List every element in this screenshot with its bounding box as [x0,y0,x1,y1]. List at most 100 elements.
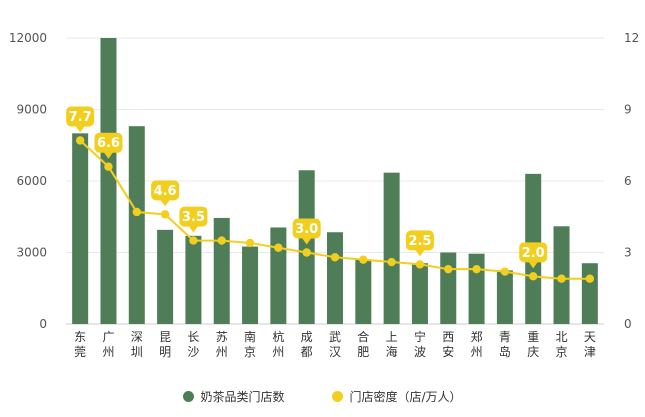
x-tick-label: 明 [159,345,171,359]
y-right-tick-label: 0 [624,317,632,331]
data-label-box [519,242,548,263]
legend-line-swatch [332,391,344,402]
data-label: 7.7 [66,106,95,133]
line-point [302,248,311,257]
y-left-tick-label: 0 [39,317,47,331]
data-label-pointer [188,225,199,233]
y-left-tick-label: 3000 [16,246,47,260]
legend-item-bar[interactable]: 奶茶品类门店数 [183,388,284,405]
data-label: 4.6 [151,180,180,207]
x-tick-label: 津 [584,345,596,359]
y-right-tick-label: 9 [624,103,632,117]
bar [383,172,400,324]
legend: 奶茶品类门店数 门店密度（店/万人） [0,388,645,405]
line-point [529,272,538,281]
bar [270,227,287,324]
data-label-box [292,218,321,239]
data-label-text: 2.5 [408,234,431,249]
data-label-text: 4.6 [154,184,177,199]
x-tick-label: 长 [187,330,199,344]
x-tick-label: 南 [244,329,256,344]
data-label-box [151,180,180,201]
x-tick-label: 北 [556,330,568,344]
legend-line-label: 门店密度（店/万人） [349,390,462,404]
x-tick-label: 西 [442,330,454,344]
data-label-box [405,230,434,251]
x-tick-label: 东 [74,330,86,344]
x-tick-label: 宁 [414,329,426,344]
x-tick-label: 州 [272,345,284,359]
x-tick-label: 杭 [272,329,284,344]
data-label-pointer [75,125,86,133]
legend-item-line[interactable]: 门店密度（店/万人） [332,388,462,405]
x-tick-label: 上 [386,330,398,344]
bar [411,263,428,324]
x-tick-label: 广 [102,330,114,344]
data-label-pointer [528,261,539,269]
bar [468,253,485,324]
legend-bar-swatch [183,391,195,402]
x-tick-label: 州 [102,345,114,359]
line-point [132,207,141,217]
y-left-tick-label: 6000 [16,174,47,188]
data-label-text: 3.0 [295,222,318,237]
y-left-tick-label: 12000 [9,31,47,45]
data-label: 2.0 [519,242,548,269]
x-tick-label: 成 [301,330,313,344]
y-right-tick-label: 12 [624,31,639,45]
bar [440,252,457,324]
data-label-pointer [414,249,425,257]
line-point [160,210,170,219]
line-point [387,257,396,267]
line-point [104,162,113,171]
bar [185,235,202,324]
line-point [189,236,198,245]
x-tick-label: 肥 [357,345,369,359]
y-left-tick-label: 9000 [16,103,47,117]
x-tick-label: 天 [584,330,596,344]
data-label-box [66,106,95,127]
x-tick-label: 深 [131,330,143,344]
y-right-tick-label: 6 [624,174,632,188]
x-tick-label: 汉 [329,345,341,359]
data-label-box [94,132,123,153]
legend-bar-label: 奶茶品类门店数 [200,390,285,404]
x-tick-label: 波 [414,345,426,359]
data-label-text: 7.7 [69,110,92,125]
x-tick-label: 州 [471,345,483,359]
bar [213,217,230,324]
line-point [585,274,595,283]
x-tick-label: 青 [499,330,511,344]
data-label-pointer [301,237,312,245]
bar [355,259,372,324]
x-tick-label: 庆 [527,345,539,359]
x-tick-label: 昆 [159,330,171,344]
data-label-pointer [103,151,114,159]
bar [100,38,117,324]
bar [72,133,89,324]
x-tick-label: 都 [301,345,313,359]
line-point [359,255,368,264]
x-tick-label: 沙 [187,345,199,359]
data-label-text: 3.5 [182,210,205,225]
bar [298,170,315,324]
bar [327,232,343,324]
x-tick-label: 京 [244,345,256,359]
line-point [500,267,510,276]
x-tick-label: 郑 [471,329,483,344]
bar [242,246,259,324]
line-point [217,236,226,245]
data-label-text: 2.0 [522,246,545,261]
x-tick-label: 安 [442,344,454,359]
bar [157,229,174,324]
x-tick-label: 海 [386,344,398,359]
x-tick-label: 武 [329,330,341,344]
x-tick-label: 重 [527,330,539,344]
data-label: 2.5 [405,230,434,257]
x-tick-label: 莞 [74,345,86,359]
bar [128,126,145,324]
bar [496,270,513,324]
line-point [75,136,85,145]
